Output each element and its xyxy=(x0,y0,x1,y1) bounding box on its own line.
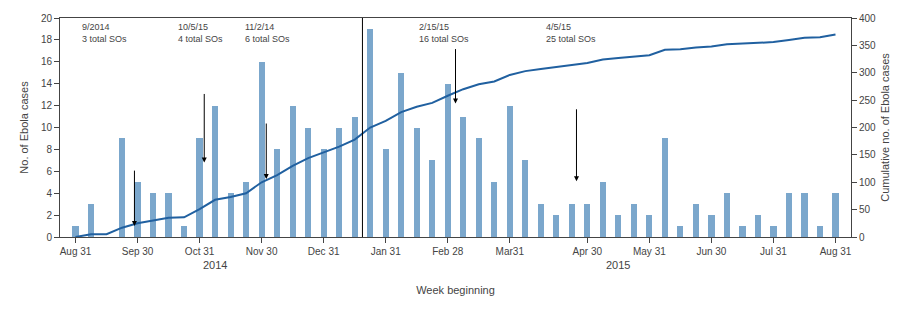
svg-text:8: 8 xyxy=(46,144,52,155)
svg-text:10/5/154 total SOs: 10/5/154 total SOs xyxy=(178,22,223,44)
svg-text:250: 250 xyxy=(859,95,876,106)
svg-text:11/2/146 total SOs: 11/2/146 total SOs xyxy=(245,22,290,44)
svg-text:200: 200 xyxy=(859,122,876,133)
svg-text:4/5/1525 total SOs: 4/5/1525 total SOs xyxy=(546,22,596,44)
svg-text:6: 6 xyxy=(46,166,52,177)
svg-text:Cumulative no. of Ebola cases: Cumulative no. of Ebola cases xyxy=(879,53,891,202)
svg-text:2: 2 xyxy=(46,210,52,221)
svg-text:4: 4 xyxy=(46,188,52,199)
svg-text:Jan 31: Jan 31 xyxy=(371,246,401,257)
svg-text:0: 0 xyxy=(46,232,52,243)
svg-text:Nov 30: Nov 30 xyxy=(246,246,278,257)
svg-text:100: 100 xyxy=(859,177,876,188)
svg-text:Week beginning: Week beginning xyxy=(416,284,495,296)
svg-text:2015: 2015 xyxy=(606,259,630,271)
svg-text:10: 10 xyxy=(41,122,53,133)
svg-text:Feb 28: Feb 28 xyxy=(432,246,464,257)
svg-text:Jun 30: Jun 30 xyxy=(696,246,726,257)
svg-text:18: 18 xyxy=(41,34,53,45)
svg-text:Oct 31: Oct 31 xyxy=(185,246,215,257)
svg-text:0: 0 xyxy=(859,232,865,243)
svg-text:20: 20 xyxy=(41,13,53,24)
svg-text:50: 50 xyxy=(859,204,871,215)
svg-text:16: 16 xyxy=(41,56,53,67)
svg-text:400: 400 xyxy=(859,13,876,24)
svg-text:Jul 31: Jul 31 xyxy=(760,246,787,257)
svg-text:2/15/1516 total SOs: 2/15/1516 total SOs xyxy=(419,22,469,44)
svg-text:May 31: May 31 xyxy=(633,246,666,257)
svg-text:Aug 31: Aug 31 xyxy=(820,246,852,257)
svg-text:Apr 30: Apr 30 xyxy=(573,246,603,257)
svg-text:9/20143 total SOs: 9/20143 total SOs xyxy=(82,22,127,44)
svg-text:Mar31: Mar31 xyxy=(496,246,525,257)
svg-text:12: 12 xyxy=(41,100,53,111)
svg-text:350: 350 xyxy=(859,40,876,51)
svg-text:150: 150 xyxy=(859,149,876,160)
svg-text:Dec 31: Dec 31 xyxy=(308,246,340,257)
svg-text:14: 14 xyxy=(41,78,53,89)
svg-text:Aug 31: Aug 31 xyxy=(60,246,92,257)
svg-text:300: 300 xyxy=(859,67,876,78)
svg-text:No. of Ebola cases: No. of Ebola cases xyxy=(18,81,30,174)
svg-text:Sep 30: Sep 30 xyxy=(122,246,154,257)
svg-text:2014: 2014 xyxy=(203,259,227,271)
